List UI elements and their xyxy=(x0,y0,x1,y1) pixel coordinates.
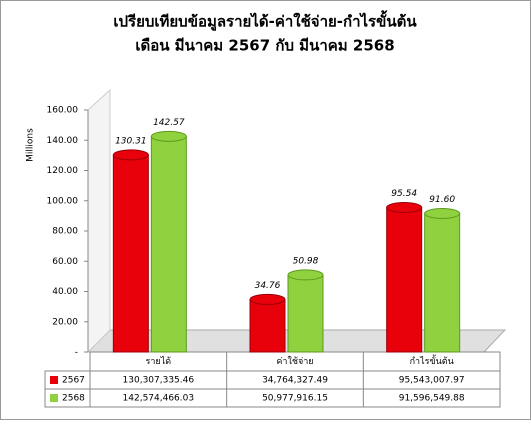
y-tick-label: 100.00 xyxy=(47,196,79,206)
x-tick-label: รายได้ xyxy=(146,356,172,367)
y-tick-label: 60.00 xyxy=(52,257,78,267)
y-tick-label: 140.00 xyxy=(47,136,79,146)
legend-label: 2567 xyxy=(62,376,85,386)
y-tick-label: 160.00 xyxy=(47,106,79,116)
table-cell: 34,764,327.49 xyxy=(262,376,328,386)
data-label: 142.57 xyxy=(153,118,185,128)
table-cell: 130,307,335.46 xyxy=(123,376,195,386)
bar xyxy=(150,135,187,353)
bar xyxy=(424,212,461,353)
chart-subtitle: เดือน มีนาคม 2567 กับ มีนาคม 2568 xyxy=(135,37,394,55)
bar xyxy=(249,298,286,353)
bar-top xyxy=(386,201,423,213)
y-tick-label: 40.00 xyxy=(52,287,78,297)
y-tick-label: 120.00 xyxy=(47,166,79,176)
y-tick-label: - xyxy=(75,348,78,358)
x-tick-label: กำไรขั้นต้น xyxy=(410,354,454,367)
table-cell: 142,574,466.03 xyxy=(123,394,195,404)
table-cell: 95,543,007.97 xyxy=(399,376,465,386)
bar-top xyxy=(424,207,461,219)
bar-top xyxy=(150,130,187,142)
bar xyxy=(112,154,149,353)
table-cell: 50,977,916.15 xyxy=(262,394,328,404)
y-tick-label: 80.00 xyxy=(52,227,78,237)
data-label: 95.54 xyxy=(391,189,417,199)
x-tick-label: ค่าใช้จ่าย xyxy=(276,356,313,367)
bar-top xyxy=(249,293,286,305)
side-wall xyxy=(87,88,111,354)
chart-title: เปรียบเทียบข้อมูลรายได้-ค่าใช้จ่าย-กำไรข… xyxy=(113,10,417,32)
bar xyxy=(386,206,423,353)
legend-swatch xyxy=(50,376,58,384)
bar xyxy=(287,274,324,353)
bar-top xyxy=(287,269,324,281)
legend-label: 2568 xyxy=(62,394,85,404)
data-label: 34.76 xyxy=(255,281,281,291)
data-label: 50.98 xyxy=(293,256,319,266)
legend-swatch xyxy=(50,394,58,402)
table-cell: 91,596,549.88 xyxy=(399,394,465,404)
bar-top xyxy=(112,149,149,161)
y-axis-label: Millions xyxy=(26,128,36,162)
data-label: 130.31 xyxy=(115,136,147,146)
y-tick-label: 20.00 xyxy=(52,317,78,327)
data-label: 91.60 xyxy=(429,195,455,205)
